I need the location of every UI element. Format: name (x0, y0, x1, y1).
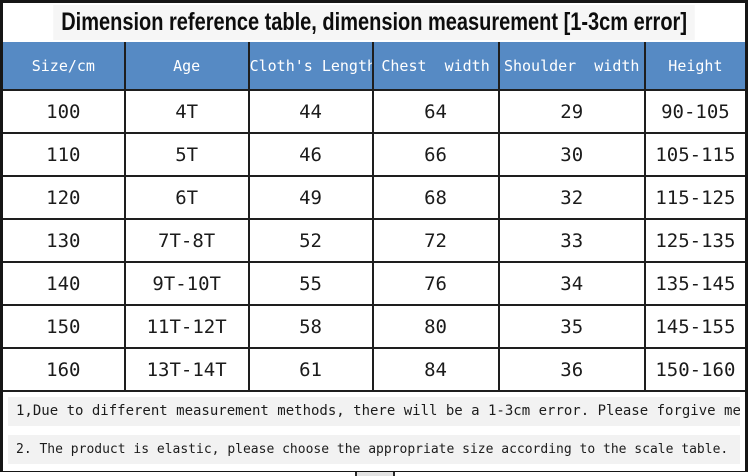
note-elastic-sizing: 2. The product is elastic, please choose… (8, 435, 740, 464)
table-cell: 105-115 (643, 132, 745, 177)
table-cell: 30 (497, 132, 646, 177)
table-cell: 68 (371, 175, 500, 220)
column-header: Age (123, 42, 250, 91)
title-band: Dimension reference table, dimension mea… (3, 3, 745, 42)
table-cell: 33 (497, 218, 646, 263)
table-row: 130 7T-8T 52 72 33 125-135 (3, 218, 745, 263)
table-cell: 64 (371, 89, 500, 134)
table-cell: 80 (371, 304, 500, 349)
table-row: 110 5T 46 66 30 105-115 (3, 132, 745, 177)
page-title: Dimension reference table, dimension mea… (53, 5, 695, 40)
table-cell: 150 (3, 304, 126, 349)
table-cell: 46 (247, 132, 374, 177)
table-cell: 90-105 (643, 89, 745, 134)
table-cell: 11T-12T (123, 304, 250, 349)
table-cell: 160 (3, 347, 126, 392)
table-cell: 4T (123, 89, 250, 134)
table-cell: 9T-10T (123, 261, 250, 306)
column-header: Height (643, 42, 745, 91)
table-header-row: Size/cm Age Cloth's Length Chest width Shoul… (3, 42, 745, 91)
table-row: 160 13T-14T 61 84 36 150-160 (3, 347, 745, 392)
column-header: Shoulder width (497, 42, 646, 91)
table-row: 150 11T-12T 58 80 35 145-155 (3, 304, 745, 349)
table-cell: 110 (3, 132, 126, 177)
table-cell: 44 (247, 89, 374, 134)
table-cell: 29 (497, 89, 646, 134)
table-cell: 84 (371, 347, 500, 392)
table-cell: 32 (497, 175, 646, 220)
table-cell: 36 (497, 347, 646, 392)
table-cell: 66 (371, 132, 500, 177)
table-cell: 49 (247, 175, 374, 220)
table-cell: 13T-14T (123, 347, 250, 392)
table-cell: 55 (247, 261, 374, 306)
table-cell: 61 (247, 347, 374, 392)
column-header: Chest width (371, 42, 500, 91)
table-cell: 58 (247, 304, 374, 349)
table-cell: 7T-8T (123, 218, 250, 263)
note-measurement-error: 1,Due to different measurement methods, … (8, 397, 740, 426)
table-cell: 125-135 (643, 218, 745, 263)
table-cell: 35 (497, 304, 646, 349)
notes-section: 1,Due to different measurement methods, … (3, 392, 745, 471)
table-row: 140 9T-10T 55 76 34 135-145 (3, 261, 745, 306)
column-header: Size/cm (3, 42, 126, 91)
table-cell: 115-125 (643, 175, 745, 220)
table-cell: 52 (247, 218, 374, 263)
table-cell: 120 (3, 175, 126, 220)
table-cell: 6T (123, 175, 250, 220)
table-cell: 5T (123, 132, 250, 177)
size-table-body: 100 4T 44 64 29 90-105 110 5T 46 66 30 105-115 120 6T… (3, 89, 745, 392)
column-header: Cloth's Length (247, 42, 374, 91)
table-cell: 145-155 (643, 304, 745, 349)
table-cell: 135-145 (643, 261, 745, 306)
table-cell: 100 (3, 89, 126, 134)
table-cell: 72 (371, 218, 500, 263)
table-cell: 150-160 (643, 347, 745, 392)
table-row: 100 4T 44 64 29 90-105 (3, 89, 745, 134)
table-cell: 140 (3, 261, 126, 306)
table-header: Size/cm Age Cloth's Length Chest width Shoul… (3, 42, 745, 91)
table-cell: 34 (497, 261, 646, 306)
table-row: 120 6T 49 68 32 115-125 (3, 175, 745, 220)
cropped-next-row-fragment (355, 472, 395, 476)
dimension-table: Size/cm Age Cloth's Length Chest width Shoul… (3, 42, 745, 392)
table-cell: 76 (371, 261, 500, 306)
table-cell: 130 (3, 218, 126, 263)
